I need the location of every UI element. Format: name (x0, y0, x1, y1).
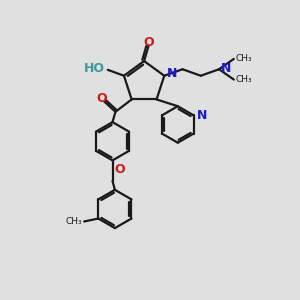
Text: CH₃: CH₃ (235, 54, 252, 63)
Text: N: N (196, 109, 207, 122)
Text: HO: HO (84, 62, 105, 75)
Text: O: O (97, 92, 107, 105)
Text: CH₃: CH₃ (66, 217, 83, 226)
Text: CH₃: CH₃ (235, 75, 252, 84)
Text: N: N (167, 68, 177, 80)
Text: O: O (115, 163, 125, 176)
Text: O: O (143, 36, 154, 49)
Text: N: N (221, 61, 231, 75)
